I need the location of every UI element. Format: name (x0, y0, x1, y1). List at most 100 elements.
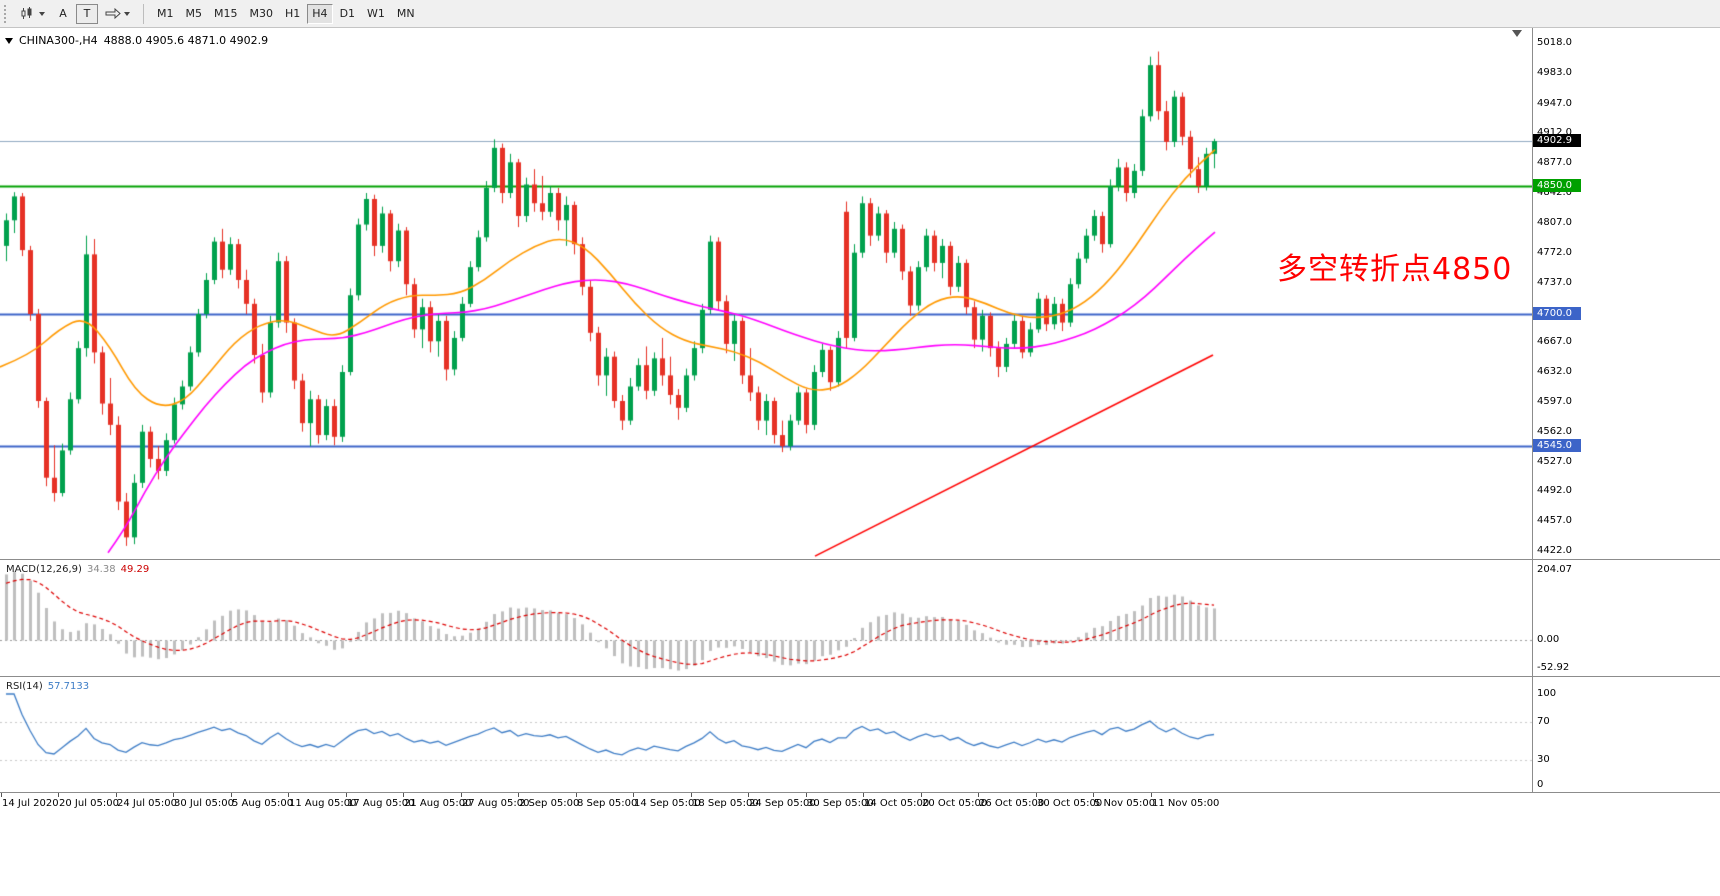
price-axis-label: 5018.0 (1537, 37, 1572, 48)
time-axis-tick (1151, 793, 1152, 797)
time-axis-tick (921, 793, 922, 797)
price-axis-label: 4562.0 (1537, 425, 1572, 437)
timeframe-d1[interactable]: D1 (335, 4, 360, 24)
time-axis-label: 14 Oct 05:00 (864, 798, 930, 809)
time-axis-label: 26 Oct 05:00 (979, 798, 1045, 809)
time-axis-label: 30 Oct 05:00 (1037, 798, 1103, 809)
time-axis-label: 14 Jul 2020 (2, 798, 59, 809)
symbol-dropdown-icon (5, 37, 13, 44)
timeframe-h4[interactable]: H4 (307, 3, 333, 24)
time-axis-tick (1036, 793, 1037, 797)
rsi-axis-label: 100 (1537, 688, 1557, 699)
timeframe-h1[interactable]: H1 (280, 4, 305, 24)
price-axis-label: 4457.0 (1537, 515, 1572, 527)
time-axis-label: 11 Aug 05:00 (289, 798, 357, 809)
time-axis-label: 18 Sep 05:00 (692, 798, 759, 809)
toolbar-grip[interactable] (4, 4, 10, 23)
timeframe-m5[interactable]: M5 (181, 4, 208, 24)
timeframe-w1[interactable]: W1 (362, 4, 390, 24)
time-axis-label: 30 Sep 05:00 (807, 798, 874, 809)
time-axis-tick (1093, 793, 1094, 797)
macd-panel-separator[interactable] (0, 559, 1720, 560)
time-axis-tick (346, 793, 347, 797)
time-axis-tick (173, 793, 174, 797)
macd-signal-value: 49.29 (120, 564, 150, 575)
time-axis-tick (633, 793, 634, 797)
time-axis-tick (403, 793, 404, 797)
arrows-icon (105, 7, 121, 19)
symbol-label: CHINA300-,H4 (19, 34, 98, 47)
candlestick-chart-icon (21, 7, 32, 19)
time-axis-label: 5 Aug 05:00 (232, 798, 294, 809)
chart-shift-marker[interactable] (1512, 30, 1522, 37)
chevron-down-icon (124, 11, 130, 16)
price-axis-label: 4842.0 (1537, 187, 1572, 198)
time-axis-label: 20 Jul 05:00 (59, 798, 119, 809)
rsi-indicator-label: RSI(14) 57.7133 (6, 681, 89, 692)
price-level-tag: 4700.0 (1533, 307, 1581, 321)
timeframe-mn[interactable]: MN (392, 4, 420, 24)
rsi-axis-label: 30 (1537, 753, 1550, 765)
timeframe-m15[interactable]: M15 (209, 4, 243, 24)
time-axis-tick (863, 793, 864, 797)
rsi-axis-label: 0 (1537, 779, 1544, 790)
price-axis-label: 4597.0 (1537, 395, 1572, 407)
time-axis-label: 20 Oct 05:00 (922, 798, 988, 809)
toolbar-separator (143, 3, 144, 24)
timeframe-m1[interactable]: M1 (152, 4, 179, 24)
text-tool-button[interactable]: T (76, 3, 98, 24)
time-axis-label: 14 Sep 05:00 (634, 798, 701, 809)
price-axis-label: 4527.0 (1537, 455, 1572, 467)
symbol-header: CHINA300-,H4 4888.0 4905.6 4871.0 4902.9 (5, 34, 268, 47)
time-axis-label: 8 Sep 05:00 (577, 798, 638, 809)
macd-indicator-label: MACD(12,26,9) 34.38 49.29 (6, 564, 149, 575)
timeframe-m30[interactable]: M30 (245, 4, 279, 24)
price-axis-label: 4912.0 (1537, 127, 1572, 139)
price-axis-label: 4667.0 (1537, 336, 1572, 348)
price-axis-label: 4422.0 (1537, 545, 1572, 556)
ohlc-values: 4888.0 4905.6 4871.0 4902.9 (103, 34, 269, 47)
rsi-value: 57.7133 (47, 681, 90, 692)
rsi-panel-separator[interactable] (0, 676, 1720, 677)
time-axis-label: 30 Jul 05:00 (174, 798, 234, 809)
price-axis-label: 4632.0 (1537, 366, 1572, 377)
timeframe-label: MN (396, 7, 415, 20)
time-axis-separator (0, 792, 1720, 793)
rsi-axis-label: 70 (1537, 716, 1550, 728)
timeframe-label: M5 (185, 7, 203, 20)
timeframe-label: M30 (249, 7, 274, 20)
timeframe-label: H4 (312, 7, 328, 20)
time-axis-label: 24 Sep 05:00 (749, 798, 816, 809)
price-axis-label: 4947.0 (1537, 97, 1572, 109)
time-axis-label: 11 Nov 05:00 (1152, 798, 1220, 809)
macd-axis-label-bottom: -52.92 (1537, 662, 1570, 673)
macd-axis-label-zero: 0.00 (1537, 634, 1560, 646)
chart-annotation-text: 多空转折点4850 (1277, 252, 1513, 287)
timeframe-label: M1 (157, 7, 174, 20)
price-axis-separator (1532, 28, 1533, 792)
text-tool-label: T (83, 7, 91, 20)
time-axis-tick (461, 793, 462, 797)
time-axis-tick (231, 793, 232, 797)
price-axis-label: 4877.0 (1537, 157, 1572, 169)
chart-area: CHINA300-,H4 4888.0 4905.6 4871.0 4902.9… (0, 28, 1720, 896)
chart-style-button[interactable] (16, 4, 50, 24)
time-axis-label: 17 Aug 05:00 (347, 798, 415, 809)
text-label-tool-button[interactable]: A (52, 4, 74, 24)
price-level-tag: 4545.0 (1533, 439, 1581, 453)
time-axis-label: 21 Aug 05:00 (404, 798, 472, 809)
time-axis-tick (116, 793, 117, 797)
macd-axis-label-top: 204.07 (1537, 564, 1572, 575)
price-axis-label: 4772.0 (1537, 246, 1572, 258)
rsi-name: RSI(14) (6, 681, 43, 692)
price-level-tag: 4902.9 (1533, 134, 1581, 148)
time-axis-tick (978, 793, 979, 797)
indicators-button[interactable] (100, 4, 135, 24)
time-axis-tick (518, 793, 519, 797)
time-axis-tick (576, 793, 577, 797)
chart-canvas[interactable] (0, 28, 1532, 792)
time-axis-tick (691, 793, 692, 797)
macd-main-value: 34.38 (86, 564, 116, 575)
price-axis-label: 4807.0 (1537, 216, 1572, 228)
